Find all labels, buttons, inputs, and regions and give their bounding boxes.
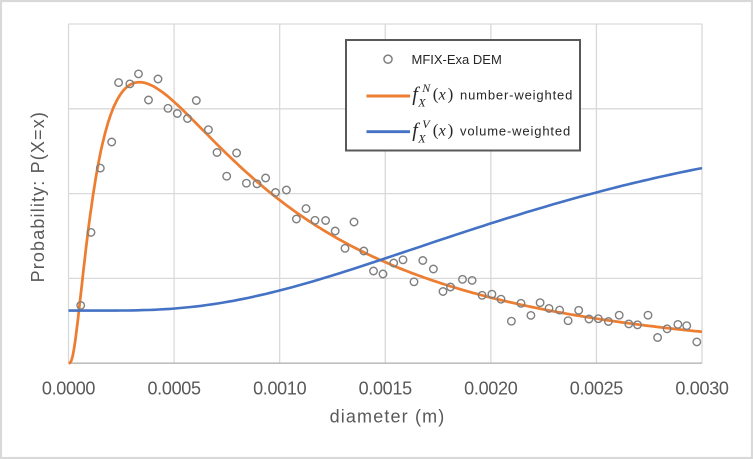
- svg-text:f: f: [412, 120, 420, 142]
- svg-text:x: x: [438, 86, 446, 103]
- svg-text:Probability: P(X=x): Probability: P(X=x): [28, 111, 48, 282]
- svg-text:0.0020: 0.0020: [464, 379, 518, 399]
- svg-text:V: V: [422, 117, 431, 131]
- svg-text:): ): [448, 120, 454, 139]
- svg-text:x: x: [438, 122, 446, 139]
- svg-text:0.0000: 0.0000: [42, 379, 96, 399]
- svg-text:f: f: [412, 84, 420, 106]
- svg-text:0.0025: 0.0025: [570, 379, 624, 399]
- svg-text:(: (: [433, 84, 439, 103]
- svg-text:number-weighted: number-weighted: [460, 87, 573, 102]
- svg-text:volume-weighted: volume-weighted: [460, 123, 571, 138]
- svg-text:N: N: [421, 81, 431, 95]
- svg-text:(: (: [433, 120, 439, 139]
- svg-text:0.0030: 0.0030: [675, 379, 729, 399]
- svg-text:0.0015: 0.0015: [359, 379, 413, 399]
- svg-text:diameter (m): diameter (m): [330, 407, 446, 427]
- svg-text:X: X: [417, 131, 426, 145]
- svg-text:0.0010: 0.0010: [253, 379, 307, 399]
- svg-text:): ): [448, 84, 454, 103]
- svg-text:X: X: [417, 95, 426, 109]
- svg-text:MFIX-Exa DEM: MFIX-Exa DEM: [412, 52, 502, 67]
- svg-text:0.0005: 0.0005: [147, 379, 201, 399]
